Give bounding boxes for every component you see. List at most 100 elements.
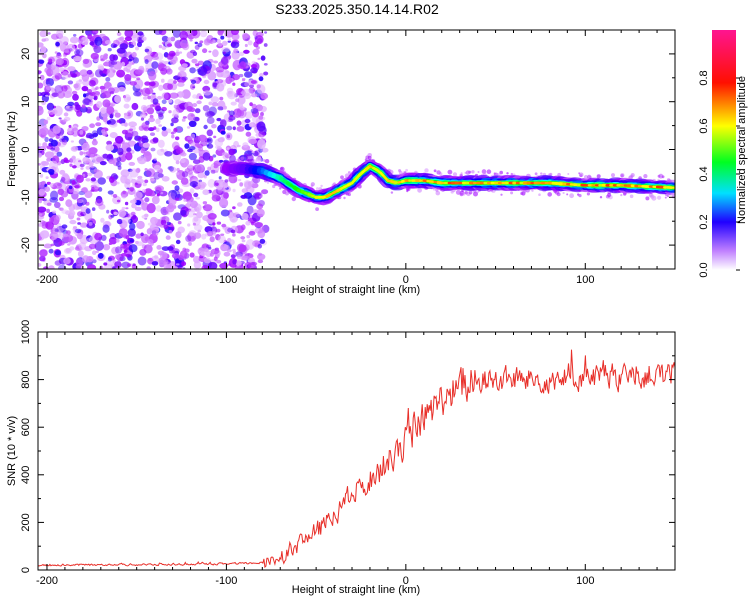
colorbar-label: Normalized spectral amplitude: [736, 76, 748, 224]
noise-speckle: [235, 214, 242, 218]
noise-speckle: [129, 168, 139, 178]
x-tick-label: 0: [403, 575, 409, 587]
noise-speckle: [248, 230, 256, 236]
noise-speckle: [481, 169, 487, 175]
noise-speckle: [80, 36, 89, 46]
noise-speckle: [250, 93, 258, 98]
noise-speckle: [169, 265, 178, 269]
noise-speckle: [165, 211, 169, 215]
noise-speckle: [540, 172, 543, 175]
noise-speckle: [196, 100, 202, 105]
noise-speckle: [181, 89, 191, 99]
noise-speckle: [222, 40, 228, 46]
noise-speckle: [38, 200, 42, 204]
noise-speckle: [134, 69, 144, 75]
noise-speckle: [58, 196, 65, 202]
noise-speckle: [367, 155, 372, 160]
noise-speckle: [241, 255, 250, 261]
noise-speckle: [143, 188, 153, 197]
noise-speckle: [172, 30, 181, 38]
noise-speckle: [121, 61, 126, 67]
noise-speckle: [109, 114, 114, 119]
noise-speckle: [142, 182, 147, 187]
noise-speckle: [38, 206, 47, 213]
noise-speckle: [38, 82, 44, 89]
noise-speckle: [175, 51, 180, 56]
noise-speckle: [121, 217, 131, 224]
noise-speckle: [192, 51, 198, 56]
noise-speckle: [110, 214, 115, 218]
noise-speckle: [126, 147, 132, 152]
noise-speckle: [477, 171, 480, 173]
noise-speckle: [251, 261, 258, 266]
x-tick-label: -100: [215, 274, 237, 286]
noise-speckle: [45, 94, 49, 97]
noise-speckle: [657, 174, 661, 178]
noise-speckle: [161, 216, 170, 224]
noise-speckle: [175, 239, 181, 245]
noise-speckle: [213, 164, 218, 169]
noise-speckle: [48, 265, 55, 269]
noise-speckle: [59, 138, 66, 143]
noise-speckle: [244, 181, 252, 190]
noise-speckle: [240, 156, 245, 160]
noise-speckle: [136, 220, 145, 230]
noise-speckle: [169, 92, 179, 99]
noise-speckle: [223, 251, 231, 257]
noise-speckle: [102, 244, 111, 251]
noise-speckle: [188, 230, 197, 237]
noise-speckle: [218, 235, 226, 244]
noise-speckle: [50, 139, 58, 147]
noise-speckle: [661, 175, 665, 179]
noise-speckle: [38, 59, 45, 64]
noise-speckle: [175, 263, 180, 266]
noise-speckle: [46, 102, 55, 111]
noise-speckle: [215, 179, 224, 190]
noise-speckle: [228, 148, 236, 156]
noise-speckle: [105, 259, 114, 266]
noise-speckle: [88, 222, 93, 226]
noise-speckle: [63, 48, 70, 54]
noise-speckle: [204, 170, 210, 176]
noise-speckle: [209, 252, 214, 257]
noise-speckle: [85, 165, 91, 170]
noise-speckle: [86, 89, 93, 93]
noise-speckle: [199, 40, 204, 44]
noise-speckle: [116, 47, 126, 54]
noise-speckle: [54, 51, 58, 54]
noise-speckle: [240, 194, 248, 199]
noise-speckle: [112, 266, 116, 269]
noise-speckle: [55, 214, 61, 221]
noise-speckle: [547, 192, 552, 197]
noise-speckle: [96, 156, 104, 163]
noise-speckle: [256, 208, 265, 217]
noise-speckle: [172, 109, 180, 117]
noise-speckle: [155, 127, 160, 132]
y-tick-label: 20: [20, 48, 32, 60]
noise-speckle: [109, 132, 118, 139]
noise-speckle: [109, 176, 115, 183]
noise-speckle: [163, 224, 169, 230]
noise-speckle: [310, 182, 315, 187]
noise-speckle: [78, 38, 83, 44]
noise-speckle: [79, 222, 89, 228]
noise-speckle: [254, 222, 263, 228]
noise-speckle: [160, 148, 164, 152]
noise-speckle: [146, 168, 156, 178]
noise-speckle: [78, 160, 82, 163]
noise-speckle: [130, 211, 136, 216]
noise-speckle: [122, 222, 128, 228]
noise-speckle: [238, 265, 243, 269]
noise-speckle: [53, 182, 63, 189]
noise-speckle: [245, 239, 255, 250]
noise-speckle: [189, 67, 196, 74]
noise-speckle: [92, 250, 97, 255]
noise-speckle: [178, 128, 182, 132]
noise-speckle: [128, 161, 136, 166]
noise-speckle: [191, 58, 198, 64]
spectrogram-heatmap: [38, 30, 675, 269]
noise-speckle: [251, 60, 257, 65]
noise-speckle: [45, 78, 51, 82]
noise-speckle: [538, 193, 541, 196]
